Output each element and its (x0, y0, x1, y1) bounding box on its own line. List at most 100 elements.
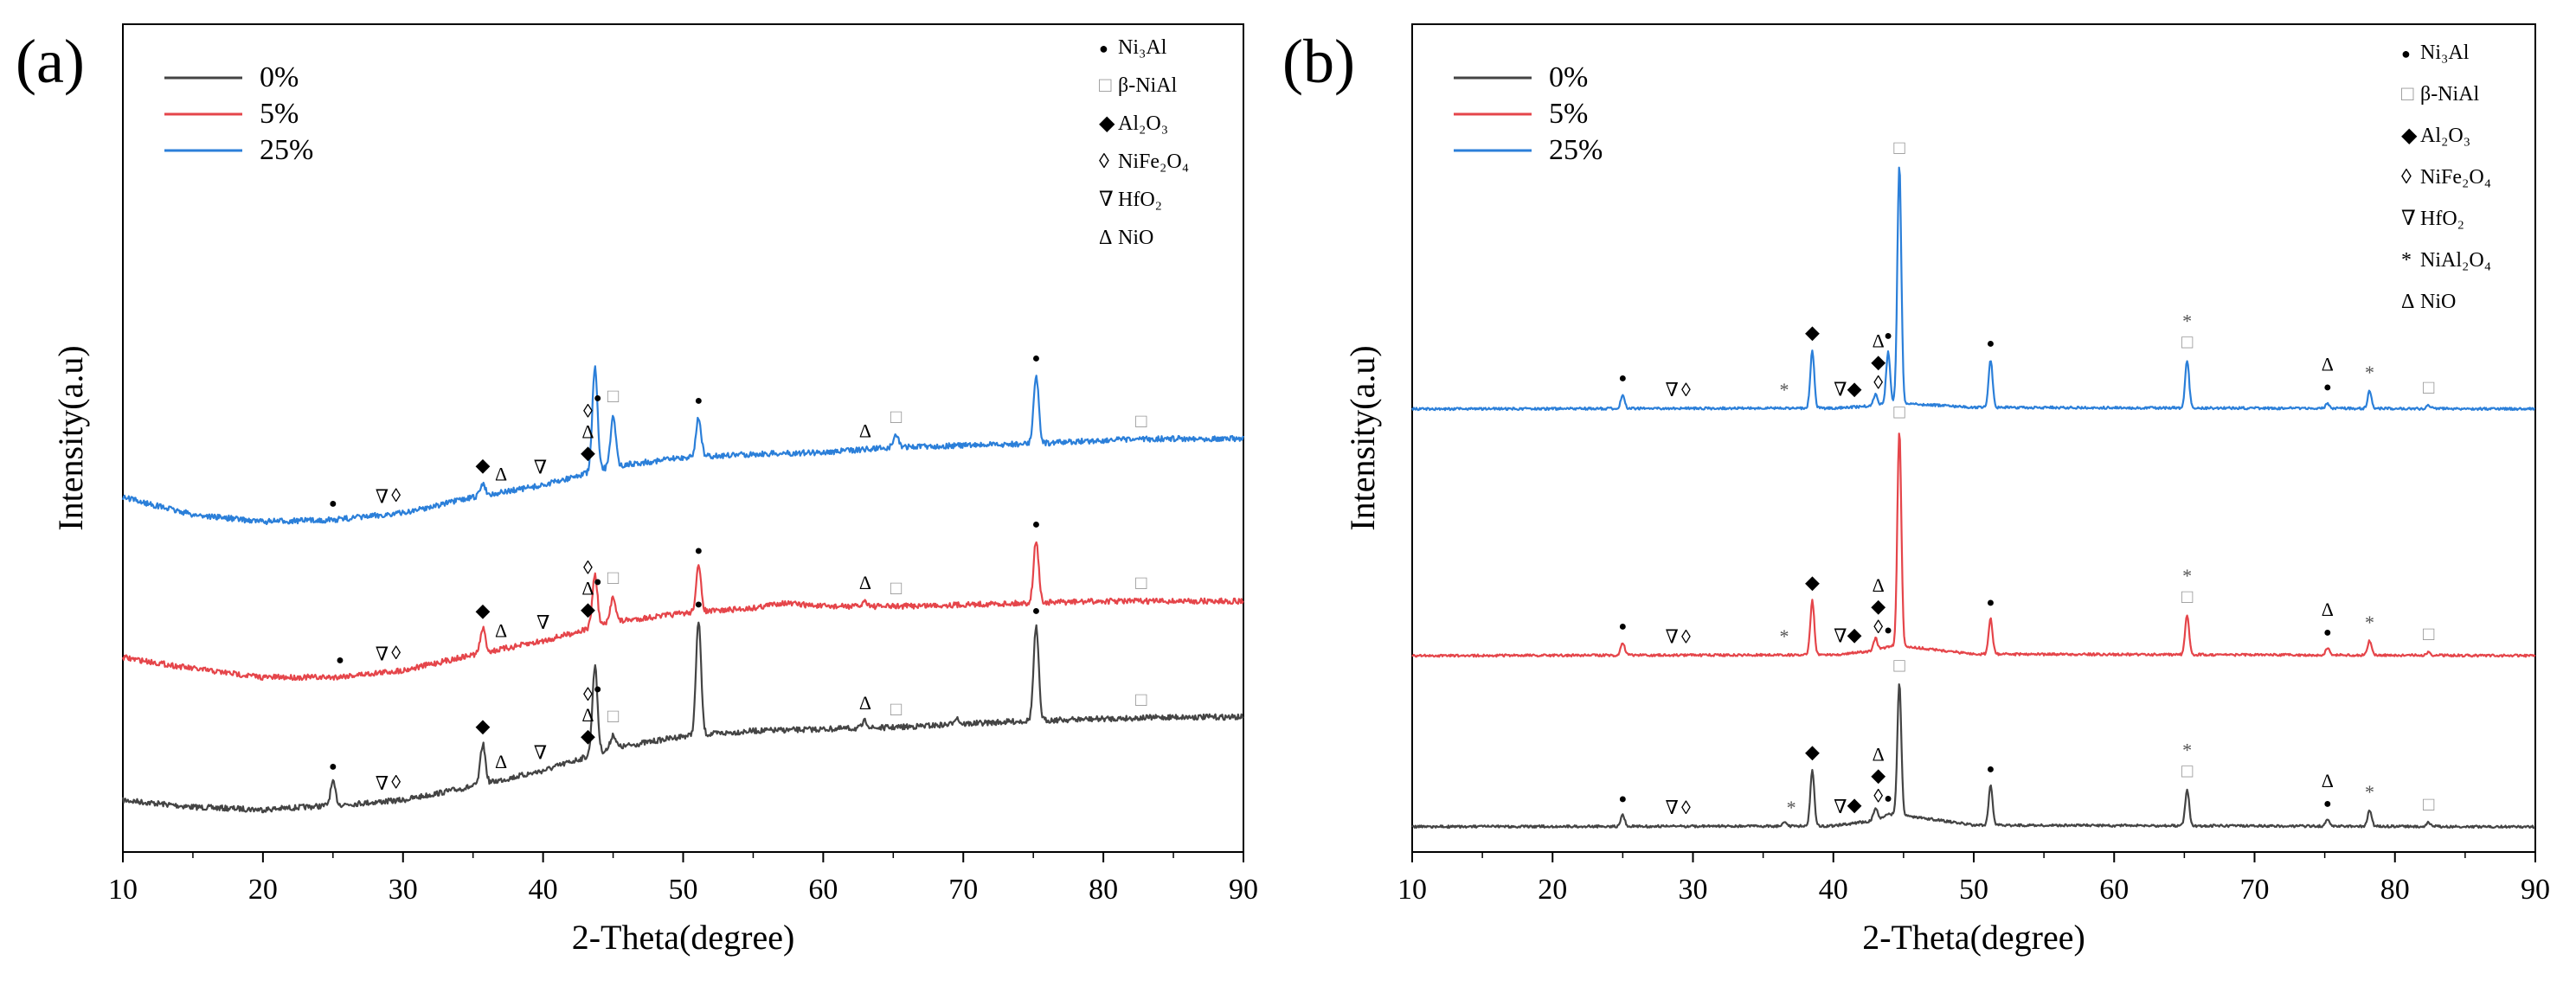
panel-a-peak-marker: □ (1135, 689, 1147, 710)
panel-a-series-25pct (121, 365, 1244, 526)
panel-b-peak-marker: ◆ (1847, 794, 1862, 816)
panel-b-series-25pct (1411, 166, 2536, 412)
panel-a-peak-marker: ◆ (581, 599, 595, 620)
panel-b-x-tick-label: 80 (2380, 874, 2410, 906)
panel-b-peak-marker: ◆ (1847, 378, 1862, 400)
panel-a-peak-marker: ∇ (534, 742, 547, 764)
panel-b-x-tick-label: 60 (2099, 874, 2129, 906)
panel-a-phase-legend-symbol: ● (1099, 40, 1108, 57)
panel-b-peak-marker: ● (1987, 596, 1995, 611)
panel-b-peak-marker: ∇ (1665, 379, 1678, 400)
panel-b-peak-marker: ◊ (1681, 379, 1691, 400)
panel-a-x-tick-label: 70 (948, 874, 978, 906)
panel-a-peak-marker: ◆ (476, 714, 491, 736)
panel-a-phase-legend-label: Ni₃Al (1118, 36, 1167, 59)
panel-b-peak-marker: ◆ (1871, 351, 1885, 373)
panel-b-peak-marker: ● (1884, 624, 1892, 638)
panel-b-y-axis-label: Intensity(a.u) (1343, 345, 1382, 530)
panel-b-peak-marker: * (2365, 612, 2374, 633)
panel-b-x-tick-label: 50 (1959, 874, 1988, 906)
panel-b-peak-marker: □ (2423, 623, 2434, 644)
panel-a-peak-marker: Δ (581, 420, 594, 442)
panel-b-peak-marker: □ (1893, 137, 1905, 158)
panel-b-peak-marker: Δ (2322, 770, 2334, 791)
panel-b-phase-legend-label: NiAl₂O₄ (2420, 249, 2491, 272)
panel-b-peak-marker: Δ (1873, 744, 1885, 766)
panel-b-peak-marker: ● (1987, 762, 1995, 777)
panel-b-phase-legend-label: Al₂O₃ (2420, 125, 2470, 147)
panel-a-label: (a) (16, 27, 85, 96)
panel-b-peak-marker: □ (2181, 330, 2193, 352)
panel-a-x-tick-label: 10 (108, 874, 138, 906)
panel-b-peak-marker: ◆ (1871, 595, 1885, 617)
panel-b-phase-legend-symbol: □ (2401, 83, 2414, 106)
panel-a-peak-marker: □ (1135, 410, 1147, 432)
panel-b-legend-label: 0% (1549, 61, 1588, 93)
panel-a-peak-marker: ◆ (476, 454, 491, 476)
panel-a-peak-marker: Δ (495, 751, 507, 772)
panel-b-peak-marker: □ (2181, 759, 2193, 781)
panel-b-peak-marker: ● (2323, 381, 2332, 395)
panel-b-peak-marker: ◊ (1873, 616, 1883, 637)
panel-b-phase-legend-label: NiFe₂O₄ (2420, 166, 2491, 189)
panel-a-peak-marker: ● (1032, 517, 1041, 532)
panel-a-peak-marker: ● (594, 574, 602, 589)
panel-b-peak-marker: * (2182, 739, 2192, 760)
panel-b-peak-marker: ◊ (1681, 797, 1691, 818)
panel-a-peak-marker: ◊ (391, 772, 401, 793)
panel-a-peak-marker: ● (594, 682, 602, 697)
panel-a-peak-marker: ◊ (391, 484, 401, 506)
panel-b-phase-legend-label: HfO₂ (2420, 208, 2464, 230)
panel-b-phase-legend-symbol: ◊ (2401, 166, 2412, 189)
panel-b-phase-legend-symbol: Δ (2401, 291, 2414, 313)
panel-a-phase-legend-label: HfO₂ (1118, 189, 1162, 211)
panel-b-peak-marker: ◊ (1681, 625, 1691, 647)
panel-b-peak-marker: * (2182, 565, 2192, 586)
panel-b-label: (b) (1282, 27, 1355, 96)
panel-b-peak-marker: ◆ (1847, 624, 1862, 645)
panel-b-peak-marker: ● (1619, 791, 1628, 806)
panel-b-peak-marker: ● (1884, 791, 1892, 806)
panel-a-peak-marker: □ (890, 406, 902, 427)
panel-b-peak-marker: Δ (1873, 330, 1885, 352)
panel-b-peak-marker: * (2365, 781, 2374, 803)
panel-a-y-axis-label: Intensity(a.u) (51, 345, 90, 530)
panel-a-peak-marker: ∇ (376, 643, 389, 664)
panel-a-x-tick-label: 80 (1089, 874, 1118, 906)
panel-b-phase-legend-label: β-NiAl (2420, 83, 2480, 106)
panel-a-x-tick-label: 30 (389, 874, 418, 906)
panel-a-peak-marker: ● (694, 598, 703, 612)
panel-a-x-tick-label: 20 (248, 874, 278, 906)
panel-b-x-tick-label: 10 (1397, 874, 1427, 906)
panel-a-peak-marker: Δ (581, 704, 594, 726)
panel-b-peak-marker: ● (1884, 329, 1892, 343)
panel-a-x-tick-label: 60 (808, 874, 838, 906)
panel-a-x-axis-label: 2-Theta(degree) (572, 918, 795, 957)
panel-a-peak-marker: ● (329, 497, 337, 511)
panel-b-legend-label: 5% (1549, 98, 1588, 130)
panel-a-phase-legend-label: NiFe₂O₄ (1118, 151, 1189, 173)
panel-a-peak-marker: □ (607, 705, 619, 727)
panel-a-phase-legend-symbol: □ (1099, 74, 1112, 97)
panel-b-legend-label: 25% (1549, 134, 1603, 166)
panel-a-series-0pct (121, 621, 1244, 814)
panel-a-phase-legend-symbol: ◆ (1099, 112, 1115, 135)
panel-a-legend-label: 25% (260, 134, 313, 166)
panel-a-peak-marker: Δ (495, 463, 507, 484)
panel-b-peak-marker: ● (1987, 336, 1995, 351)
panel-a-phase-legend-label: NiO (1118, 227, 1153, 249)
panel-a-peak-marker: ● (594, 391, 602, 406)
panel-b-phase-legend-symbol: * (2401, 249, 2412, 272)
panel-a-peak-marker: □ (890, 577, 902, 599)
panel-b-phase-legend-symbol: ◆ (2401, 125, 2418, 147)
panel-a-phase-legend-symbol: Δ (1099, 227, 1112, 249)
panel-b-peak-marker: ● (1619, 371, 1628, 386)
panel-b-peak-marker: * (1779, 625, 1789, 647)
panel-b-peak-marker: Δ (2322, 599, 2334, 620)
panel-b-series-0pct (1411, 683, 2536, 830)
panel-a-peak-marker: □ (890, 698, 902, 720)
panel-b-peak-marker: ◊ (1873, 372, 1883, 394)
panel-a-peak-marker: ● (1032, 351, 1041, 366)
panel-b-peak-marker: * (1787, 797, 1796, 818)
